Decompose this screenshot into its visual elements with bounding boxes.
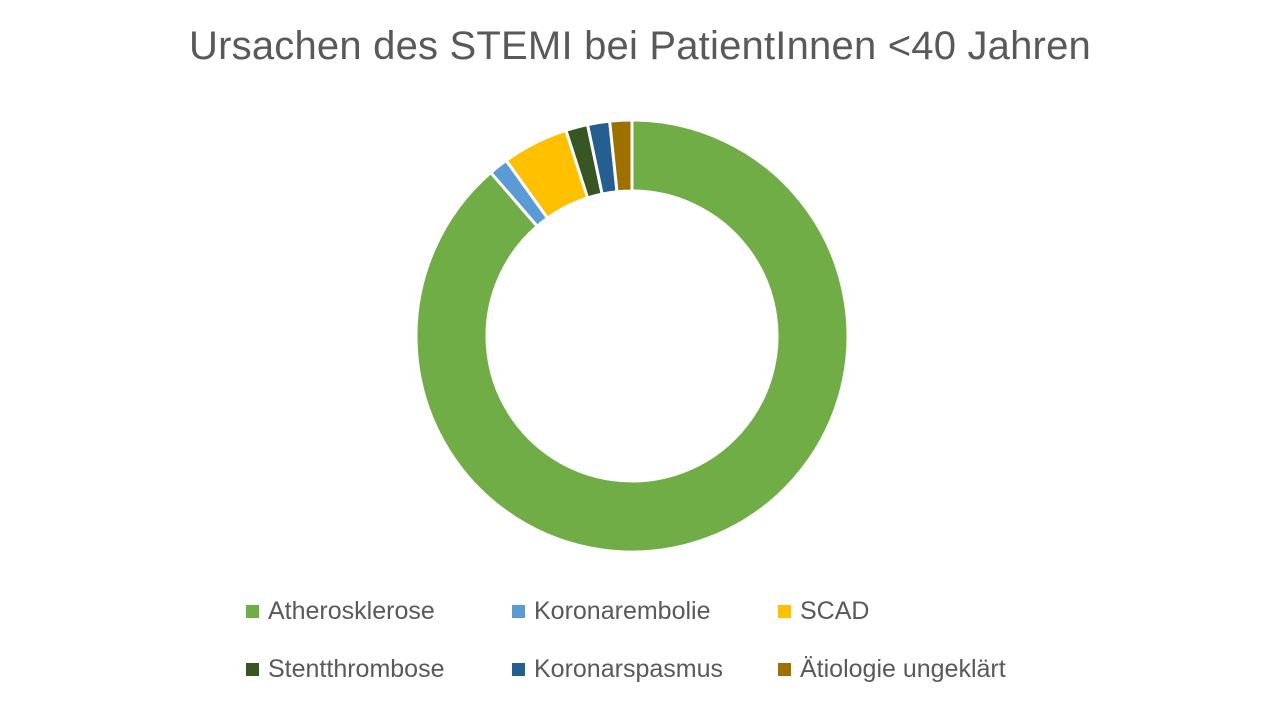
legend-item: Koronarembolie: [512, 596, 778, 625]
legend-item: Koronarspasmus: [512, 654, 778, 683]
legend-label: SCAD: [800, 596, 870, 625]
legend-swatch: [778, 662, 791, 676]
donut-slice-ätiologie-ungeklärt: [608, 118, 634, 194]
legend-swatch: [778, 604, 791, 618]
legend-item: Atherosklerose: [246, 596, 512, 625]
legend-item: Stentthrombose: [246, 654, 512, 683]
chart-title: Ursachen des STEMI bei PatientInnen <40 …: [189, 24, 1091, 68]
legend-label: Ätiologie ungeklärt: [800, 654, 1006, 683]
legend-swatch: [246, 604, 259, 618]
legend-label: Stentthrombose: [268, 654, 445, 683]
legend-item: Ätiologie ungeklärt: [778, 654, 1044, 683]
legend-swatch: [512, 662, 525, 676]
legend-label: Koronarspasmus: [534, 654, 723, 683]
legend-swatch: [512, 604, 525, 618]
legend-swatch: [246, 662, 259, 676]
legend-item: SCAD: [778, 596, 1044, 625]
legend-label: Atherosklerose: [268, 596, 435, 625]
chart-legend: Atherosklerose Koronarembolie SCAD Stentthr…: [246, 596, 1066, 683]
legend-label: Koronarembolie: [534, 596, 711, 625]
donut-slice-atherosklerose: [414, 118, 850, 554]
